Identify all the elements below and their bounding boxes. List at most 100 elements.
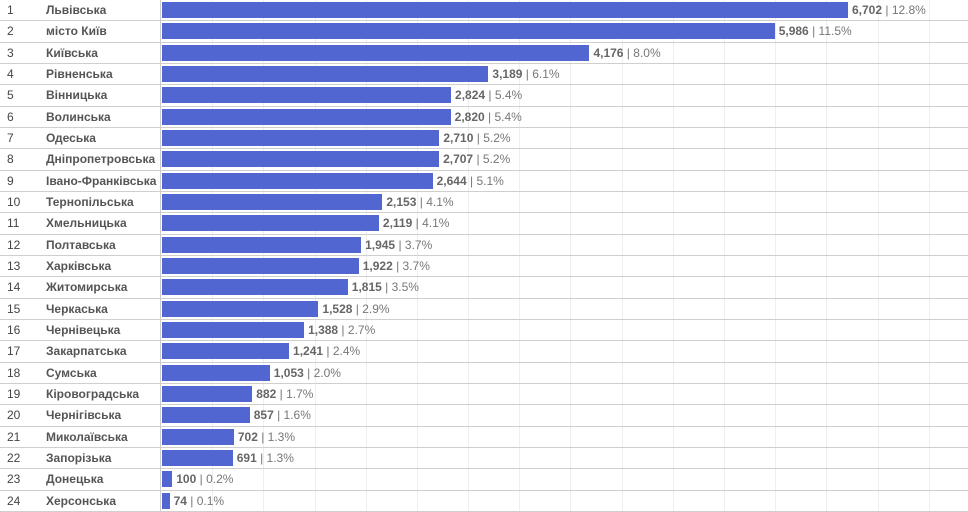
bar-cell: 5,986 | 11.5%	[160, 21, 968, 42]
percent-label: 1.3%	[266, 451, 294, 465]
row-rank: 2	[7, 24, 14, 39]
region-name: Закарпатська	[46, 344, 127, 359]
region-name: Житомирська	[46, 280, 128, 295]
region-name: Львівська	[46, 3, 107, 17]
value-label: 2,153	[386, 195, 417, 209]
gridline	[416, 0, 418, 512]
region-name: Херсонська	[46, 493, 116, 508]
row-rank: 20	[7, 408, 21, 423]
value-label: 1,815	[351, 280, 382, 295]
table-row: 3 Київська 4,176 | 8.0%	[0, 42, 968, 64]
table-row: 12 Полтавська 1,945 | 3.7%	[0, 234, 968, 256]
row-rank: 13	[7, 259, 21, 273]
bar-label: 2,644 | 5.1%	[436, 173, 504, 188]
region-name: Дніпропетровська	[46, 152, 156, 167]
bar	[162, 407, 250, 424]
bar-label: 3,189 | 6.1%	[492, 67, 560, 81]
value-label: 1,053	[273, 365, 304, 380]
gridline	[672, 0, 674, 512]
gridline	[468, 0, 470, 512]
row-rank: 4	[7, 67, 14, 81]
row-rank: 11	[7, 216, 20, 231]
row-rank: 15	[7, 301, 21, 316]
bar-cell: 1,053 | 2.0%	[160, 362, 968, 383]
region-name: Київська	[46, 45, 98, 60]
bar-label: 4,176 | 8.0%	[593, 45, 661, 60]
value-label: 1,388	[308, 323, 339, 337]
bar-label: 1,388 | 2.7%	[308, 323, 376, 337]
bar-label: 100 | 0.2%	[176, 472, 234, 487]
table-row: 23 Донецька 100 | 0.2%	[0, 469, 968, 491]
bar	[162, 386, 253, 402]
bar-cell: 1,241 | 2.4%	[160, 341, 968, 362]
table-row: 22 Запорізька 691 | 1.3%	[0, 448, 968, 470]
percent-label: 4.1%	[422, 216, 450, 231]
bar	[162, 2, 848, 18]
bar-cell: 100 | 0.2%	[160, 469, 968, 490]
gridline	[212, 0, 214, 512]
table-row: 15 Черкаська 1,528 | 2.9%	[0, 298, 968, 320]
gridline	[365, 0, 367, 512]
gridline	[519, 0, 521, 512]
percent-label: 2.4%	[332, 344, 361, 359]
percent-label: 5.4%	[494, 109, 522, 124]
table-row: 19 Кіровоградська 882 | 1.7%	[0, 384, 968, 406]
value-label: 857	[253, 408, 274, 423]
percent-label: 1.3%	[267, 429, 296, 444]
bar-label: 1,241 | 2.4%	[293, 344, 361, 359]
value-label: 2,707	[443, 152, 474, 167]
table-row: 6 Волинська 2,820 | 5.4%	[0, 106, 968, 128]
bar-label: 2,824 | 5.4%	[455, 88, 523, 103]
percent-label: 5.4%	[494, 88, 523, 103]
bar	[162, 343, 290, 360]
table-row: 21 Миколаївська 702 | 1.3%	[0, 426, 968, 448]
table-row: 16 Чернівецька 1,388 | 2.7%	[0, 320, 968, 342]
value-label: 2,644	[436, 173, 467, 188]
value-label: 100	[176, 472, 197, 487]
value-label: 74	[173, 493, 187, 508]
value-label: 2,824	[455, 88, 486, 103]
bar-label: 5,986 | 11.5%	[778, 24, 852, 39]
row-rank: 7	[7, 131, 14, 145]
percent-label: 5.1%	[476, 173, 504, 188]
gridline	[314, 0, 316, 512]
percent-label: 11.5%	[818, 24, 852, 39]
bar	[162, 300, 319, 317]
bar-cell: 2,153 | 4.1%	[160, 192, 968, 213]
gridline	[621, 0, 623, 512]
table-row: 1 Львівська 6,702 | 12.8%	[0, 0, 968, 22]
table-row: 5 Вінницька 2,824 | 5.4%	[0, 85, 968, 107]
bar-label: 1,945 | 3.7%	[365, 237, 433, 252]
percent-label: 3.7%	[404, 237, 433, 252]
bar	[162, 66, 489, 82]
bar	[162, 194, 383, 210]
table-row: 17 Закарпатська 1,241 | 2.4%	[0, 341, 968, 363]
bar-cell: 2,710 | 5.2%	[160, 128, 968, 149]
region-name: Івано-Франківська	[46, 173, 157, 188]
bar-cell: 2,824 | 5.4%	[160, 85, 968, 106]
region-name: Хмельницька	[46, 216, 127, 231]
table-row: 13 Харківська 1,922 | 3.7%	[0, 256, 968, 278]
value-label: 1,922	[362, 259, 393, 273]
bar-label: 2,707 | 5.2%	[443, 152, 511, 167]
percent-label: 5.2%	[483, 131, 511, 145]
bar	[162, 236, 362, 253]
value-label: 702	[237, 429, 258, 444]
bar	[162, 322, 305, 338]
value-label: 1,528	[322, 301, 353, 316]
percent-label: 4.1%	[426, 195, 454, 209]
bar	[162, 450, 233, 466]
bar	[162, 108, 451, 125]
bar-cell: 1,388 | 2.7%	[160, 320, 968, 341]
bar-label: 857 | 1.6%	[253, 408, 311, 423]
row-rank: 16	[7, 323, 21, 337]
value-label: 1,241	[293, 344, 324, 359]
bar-label: 702 | 1.3%	[237, 429, 296, 444]
table-row: 2 місто Київ 5,986 | 11.5%	[0, 21, 968, 43]
region-name: місто Київ	[46, 24, 107, 39]
bar	[162, 44, 590, 61]
bar	[162, 258, 359, 274]
bar-label: 1,815 | 3.5%	[351, 280, 419, 295]
table-row: 11 Хмельницька 2,119 | 4.1%	[0, 213, 968, 235]
